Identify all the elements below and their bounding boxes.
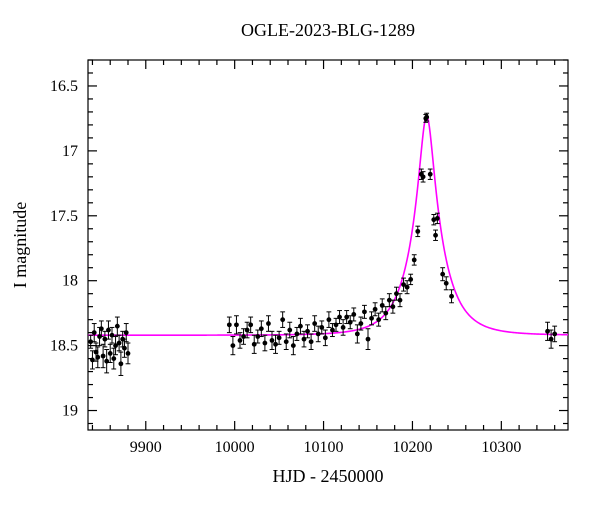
svg-text:10000: 10000 xyxy=(215,439,255,456)
svg-text:17.5: 17.5 xyxy=(50,208,78,225)
svg-text:18.5: 18.5 xyxy=(50,338,78,355)
x-axis-label: HJD - 2450000 xyxy=(273,466,384,486)
axes: 9900 10000 10100 10200 10300 16.5 17 17.5 18 18.5… xyxy=(50,60,568,456)
chart-title: OGLE-2023-BLG-1289 xyxy=(241,20,415,40)
svg-text:10100: 10100 xyxy=(304,439,344,456)
y-axis-label: I magnitude xyxy=(10,202,30,288)
data-points xyxy=(88,113,557,375)
svg-text:10200: 10200 xyxy=(392,439,432,456)
svg-text:10300: 10300 xyxy=(481,439,521,456)
svg-text:19: 19 xyxy=(62,403,78,420)
svg-text:18: 18 xyxy=(62,273,78,290)
model-curve xyxy=(88,116,568,335)
svg-text:9900: 9900 xyxy=(130,439,162,456)
lightcurve-chart: OGLE-2023-BLG-1289 9900 10000 10100 10200 10… xyxy=(0,0,600,512)
svg-text:16.5: 16.5 xyxy=(50,78,78,95)
svg-text:17: 17 xyxy=(62,143,78,160)
